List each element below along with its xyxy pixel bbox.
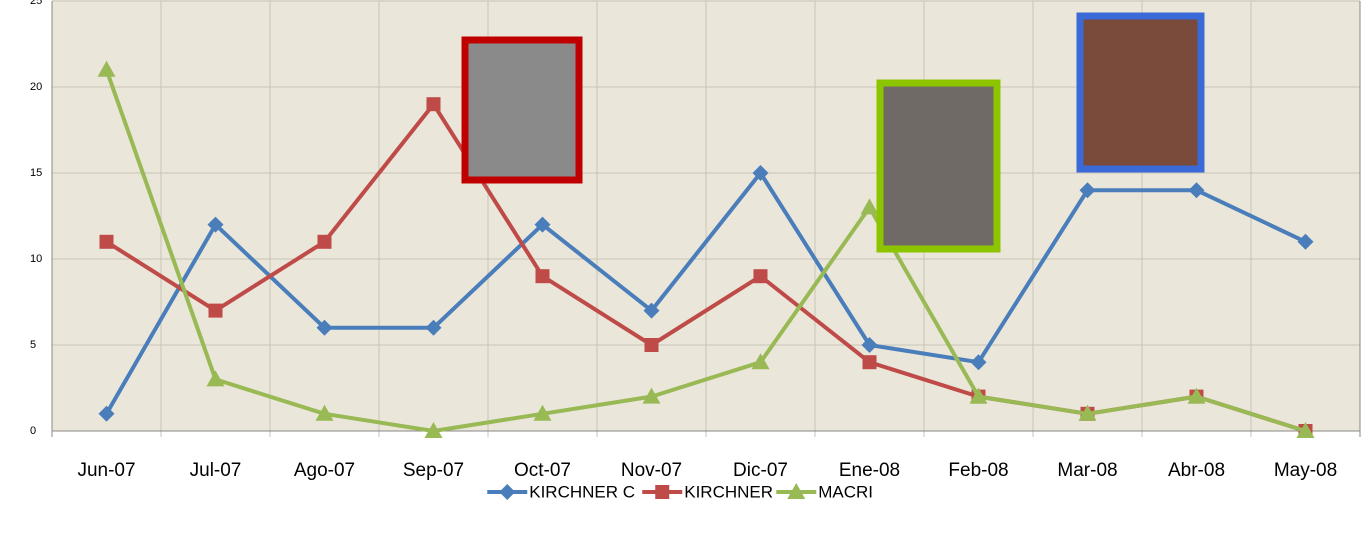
x-tick-label: Ago-07 <box>294 460 355 481</box>
marker <box>645 338 659 352</box>
marker <box>318 235 332 249</box>
marker <box>427 97 441 111</box>
x-tick-label: Abr-08 <box>1168 460 1225 481</box>
y-tick-label: 15 <box>30 167 42 179</box>
chart: 0 5 10 15 20 25 Jun-07 Jul-07 Ago-07 Sep-07 Oct-07… <box>0 0 1369 539</box>
x-tick-label: Oct-07 <box>514 460 571 481</box>
marker <box>655 485 669 499</box>
legend-label: KIRCHNER C <box>529 482 635 501</box>
marker <box>499 484 515 500</box>
page: {"chart_data": {"type": "line", "categor… <box>0 0 1369 539</box>
marker <box>754 269 768 283</box>
y-tick-label: 10 <box>30 253 42 265</box>
marker <box>536 269 550 283</box>
marker <box>863 355 877 369</box>
x-tick-label: Jul-07 <box>190 460 242 481</box>
legend-label: MACRI <box>818 482 873 501</box>
y-tick-label: 25 <box>30 0 42 7</box>
x-tick-label: Ene-08 <box>839 460 900 481</box>
x-tick-label: Mar-08 <box>1057 460 1117 481</box>
x-tick-label: Sep-07 <box>403 460 464 481</box>
photo-frame <box>1080 16 1201 169</box>
x-tick-label: Feb-08 <box>948 460 1008 481</box>
marker <box>209 304 223 318</box>
x-tick-label: Dic-07 <box>733 460 788 481</box>
photo-frame <box>880 83 997 249</box>
marker <box>100 235 114 249</box>
x-tick-label: Nov-07 <box>621 460 682 481</box>
photo-frame <box>465 40 579 180</box>
x-tick-label: Jun-07 <box>77 460 135 481</box>
y-tick-label: 5 <box>30 339 36 351</box>
legend-label: KIRCHNER <box>684 482 773 501</box>
x-tick-label: May-08 <box>1274 460 1337 481</box>
y-tick-label: 0 <box>30 425 36 437</box>
legend: KIRCHNER C KIRCHNER MACRI <box>487 482 873 501</box>
y-tick-label: 20 <box>30 81 42 93</box>
